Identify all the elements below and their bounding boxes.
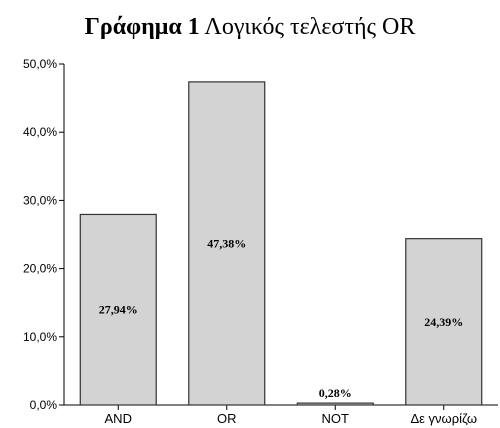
x-tick-label: NOT <box>322 411 350 426</box>
y-tick-label: 10,0% <box>23 330 57 344</box>
bar <box>296 402 374 406</box>
y-tick-label: 20,0% <box>23 262 57 276</box>
data-label: 24,39% <box>424 315 463 329</box>
data-label: 47,38% <box>207 236 246 250</box>
chart-title-text: Λογικός τελεστής OR <box>204 14 416 40</box>
y-axis: 0,0% 10,0% 20,0% 30,0% 40,0% 50,0% <box>23 57 65 412</box>
bar <box>188 81 266 406</box>
y-tick-label: 40,0% <box>23 125 57 139</box>
bars: 27,94% 47,38% 0,28% 24,39% <box>79 81 483 406</box>
y-tick-label: 0,0% <box>30 398 58 412</box>
chart-title-label: Γράφημα 1 <box>84 14 200 40</box>
x-tick-label: AND <box>105 411 132 426</box>
chart-title: Γράφημα 1 Λογικός τελεστής OR <box>0 14 500 41</box>
y-tick-label: 30,0% <box>23 193 57 207</box>
x-axis: AND OR NOT Δε γνωρίζω <box>64 404 498 426</box>
x-tick-label: OR <box>217 411 237 426</box>
data-label: 27,94% <box>99 303 138 317</box>
y-tick-label: 50,0% <box>23 57 57 71</box>
data-label: 0,28% <box>319 386 352 400</box>
bar <box>405 238 483 406</box>
bar <box>79 213 157 406</box>
x-tick-label: Δε γνωρίζω <box>410 411 477 426</box>
